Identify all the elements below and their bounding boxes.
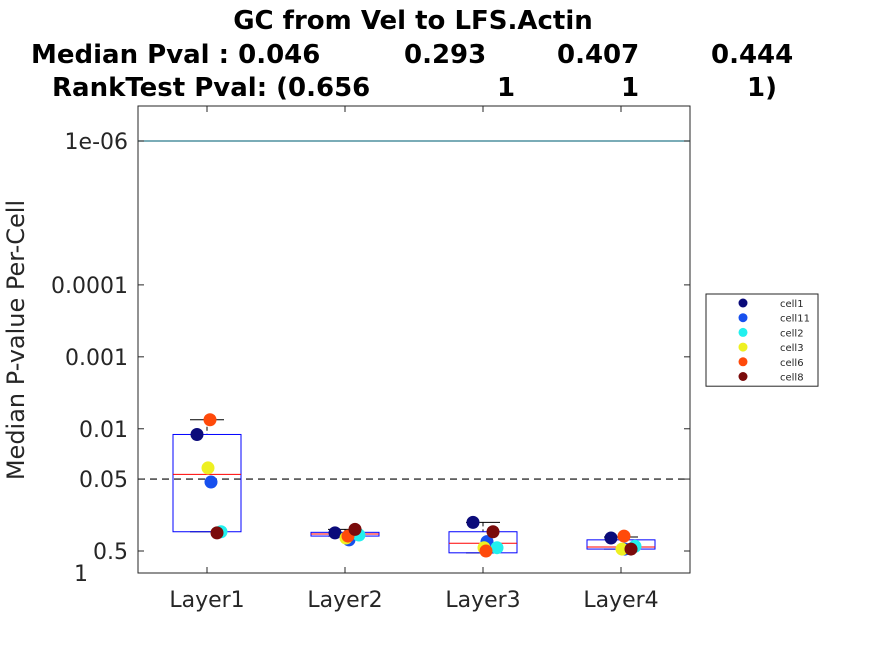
point-cell8-layer2 xyxy=(348,522,362,536)
legend-marker-cell3 xyxy=(738,342,748,352)
point-cell1-layer1 xyxy=(190,427,204,441)
y-tick-label-2: 0.001 xyxy=(65,346,128,371)
median-pval-layer4: 0.444 xyxy=(711,40,794,70)
y-tick-label-3: 0.01 xyxy=(79,418,128,443)
y-tick-label-4: 0.05 xyxy=(79,468,128,493)
ranktest-pval-layer3: 1 xyxy=(621,73,640,103)
point-cell6-layer4 xyxy=(617,529,631,543)
point-cell6-layer3 xyxy=(479,544,493,558)
x-tick-label-layer2: Layer2 xyxy=(307,588,382,613)
legend-box xyxy=(705,293,819,387)
legend-marker-cell1 xyxy=(738,298,748,308)
legend-label-cell1: cell1 xyxy=(780,299,804,310)
median-pval-label: Median Pval : 0.046 xyxy=(31,40,321,70)
y-axis-label: Median P-value Per-Cell xyxy=(2,200,30,480)
y-tick-label-5: 0.5 xyxy=(93,540,128,565)
ranktest-pval-label: RankTest Pval: (0.656 xyxy=(52,73,371,103)
point-cell2-layer3 xyxy=(490,541,504,555)
point-cell8-layer1 xyxy=(210,526,224,540)
point-cell3-layer4 xyxy=(615,542,629,556)
ranktest-pval-layer4: 1) xyxy=(747,73,777,103)
point-cell1-layer4 xyxy=(604,531,618,545)
plot-area-frame xyxy=(137,105,691,574)
point-cell11-layer1 xyxy=(204,475,218,489)
point-cell1-layer2 xyxy=(328,526,342,540)
point-cell6-layer1 xyxy=(203,413,217,427)
x-tick-label-layer3: Layer3 xyxy=(445,588,520,613)
median-pval-layer2: 0.293 xyxy=(404,40,487,70)
y-tick-label-0: 1e-06 xyxy=(65,130,128,155)
legend-label-cell11: cell11 xyxy=(780,314,810,325)
x-tick-label-layer1: Layer1 xyxy=(169,588,244,613)
legend-label-cell8: cell8 xyxy=(780,373,804,384)
box-0 xyxy=(172,433,242,533)
y-tick-label-1: 0.0001 xyxy=(51,274,128,299)
point-cell1-layer3 xyxy=(466,515,480,529)
point-cell8-layer4 xyxy=(624,542,638,556)
legend-marker-cell6 xyxy=(738,357,748,367)
x-tick-label-layer4: Layer4 xyxy=(583,588,658,613)
legend-marker-cell8 xyxy=(738,372,748,381)
legend-marker-cell2 xyxy=(738,327,748,337)
point-cell8-layer3 xyxy=(486,525,500,539)
point-cell3-layer1 xyxy=(201,461,215,475)
legend-marker-cell11 xyxy=(738,313,748,323)
legend-label-cell6: cell6 xyxy=(780,358,804,369)
median-pval-layer3: 0.407 xyxy=(557,40,640,70)
legend-label-cell3: cell3 xyxy=(780,343,804,354)
ranktest-pval-layer2: 1 xyxy=(497,73,516,103)
legend-label-cell2: cell2 xyxy=(780,328,804,339)
y-tick-label-6: 1 xyxy=(74,562,88,587)
title-line-1: GC from Vel to LFS.Actin xyxy=(233,6,593,36)
